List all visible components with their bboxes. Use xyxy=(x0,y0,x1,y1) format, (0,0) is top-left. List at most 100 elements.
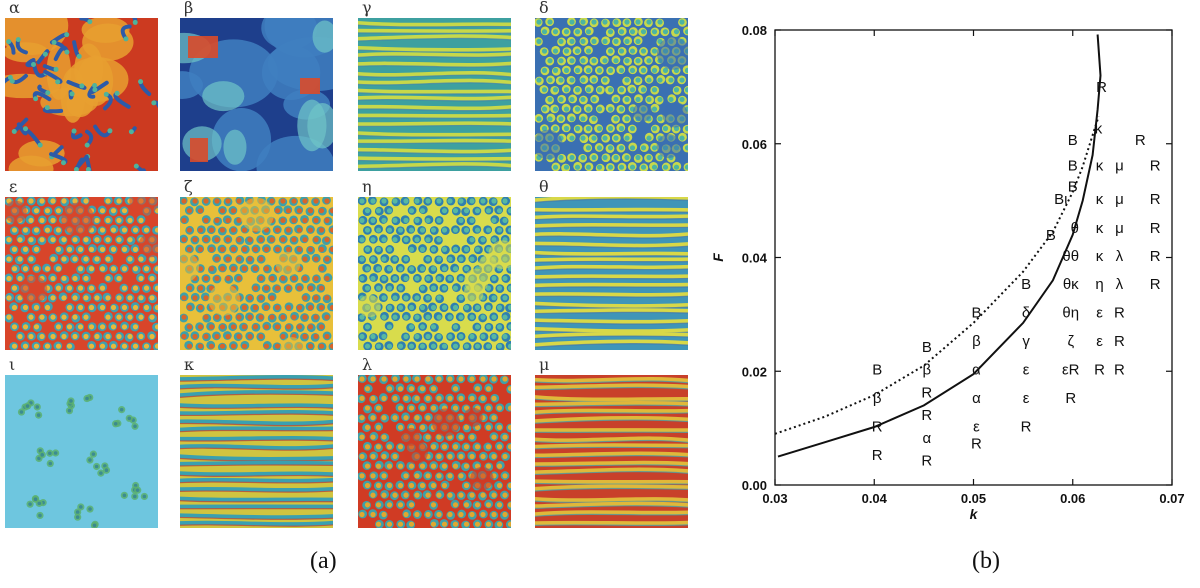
y-tick-label: 0.02 xyxy=(742,364,767,379)
pattern-label: θ xyxy=(539,177,549,196)
phase-marker: κ xyxy=(1096,248,1104,265)
panel-a-caption: (a) xyxy=(310,548,337,574)
phase-marker: R xyxy=(1150,191,1161,208)
phase-marker: B xyxy=(922,339,932,356)
pattern-image xyxy=(358,197,511,350)
phase-marker: R xyxy=(1114,305,1125,322)
phase-marker: R xyxy=(1114,333,1125,350)
phase-marker: B xyxy=(1068,132,1078,149)
y-tick-label: 0.00 xyxy=(742,478,767,493)
pattern-tile xyxy=(180,197,333,350)
pattern-tile xyxy=(5,375,158,528)
phase-marker: R xyxy=(1150,248,1161,265)
pattern-image xyxy=(535,197,688,350)
phase-marker: B xyxy=(872,362,882,379)
phase-marker: R xyxy=(921,453,932,470)
phase-marker: μ xyxy=(1115,191,1124,208)
phase-marker: κ xyxy=(1096,191,1104,208)
phase-marker: ε xyxy=(973,418,980,435)
pattern-image xyxy=(358,375,511,528)
phase-marker: R xyxy=(1096,79,1107,96)
phase-marker: θθ xyxy=(1062,248,1079,265)
phase-marker: ε xyxy=(1023,362,1030,379)
phase-marker: μ xyxy=(1115,220,1124,237)
phase-diagram-panel: 0.03 0.04 0.05 0.06 0.07 0.00 0.02 0.04 0.06 0.08… xyxy=(700,0,1200,540)
plot-frame xyxy=(774,29,1173,486)
pattern-label: γ xyxy=(362,0,372,17)
pattern-tile xyxy=(180,375,333,528)
y-axis-label: F xyxy=(710,253,726,262)
phase-marker: R xyxy=(1094,362,1105,379)
phase-marker: R xyxy=(1065,390,1076,407)
pattern-label: β xyxy=(184,0,194,17)
phase-marker: R xyxy=(1135,132,1146,149)
phase-marker: β xyxy=(873,390,882,407)
phase-marker: α xyxy=(972,390,981,407)
pattern-tile xyxy=(535,18,688,171)
phase-marker: θκ xyxy=(1063,276,1079,293)
pattern-image xyxy=(5,18,158,171)
phase-marker: R xyxy=(1150,276,1161,293)
phase-marker: α xyxy=(972,362,981,379)
phase-marker: R xyxy=(921,407,932,424)
phase-marker: B xyxy=(1068,178,1078,195)
pattern-label: α xyxy=(9,0,20,17)
pattern-image xyxy=(5,197,158,350)
pattern-tile xyxy=(180,18,333,171)
phase-marker: R xyxy=(872,447,883,464)
phase-diagram-svg: 0.03 0.04 0.05 0.06 0.07 0.00 0.02 0.04 0.06 0.08… xyxy=(710,23,1185,522)
phase-marker: κ xyxy=(1095,120,1103,137)
phase-marker: θη xyxy=(1062,305,1079,322)
x-tick-label: 0.03 xyxy=(762,491,787,506)
phase-marker: B xyxy=(971,305,981,322)
pattern-tile xyxy=(5,197,158,350)
phase-marker: ε xyxy=(1096,305,1103,322)
phase-marker: R xyxy=(971,435,982,452)
pattern-image xyxy=(535,18,688,171)
phase-marker: εR xyxy=(1062,362,1080,379)
pattern-label: η xyxy=(362,177,372,196)
phase-marker: R xyxy=(1114,362,1125,379)
phase-marker: B xyxy=(1021,276,1031,293)
phase-marker: ε xyxy=(1023,390,1030,407)
y-tick-label: 0.06 xyxy=(742,137,767,152)
phase-marker: Bι xyxy=(1054,191,1067,208)
pattern-tile xyxy=(358,18,511,171)
phase-marker: α xyxy=(923,430,932,447)
x-axis-label: k xyxy=(970,506,979,522)
pattern-tile xyxy=(358,375,511,528)
pattern-label: ζ xyxy=(184,177,193,196)
y-tick-label: 0.04 xyxy=(742,251,768,266)
phase-marker: λ xyxy=(1116,248,1124,265)
phase-marker: β xyxy=(923,362,932,379)
phase-marker: μ xyxy=(1115,157,1124,174)
pattern-image xyxy=(180,18,333,171)
pattern-grid-panel: α β γ δ ε ζ η θ ι κ λ μ xyxy=(5,0,688,528)
phase-marker: R xyxy=(921,384,932,401)
pattern-label: κ xyxy=(184,355,194,374)
phase-marker: B xyxy=(1046,227,1056,244)
phase-marker: R xyxy=(1150,220,1161,237)
phase-marker: γ xyxy=(1022,333,1030,350)
x-tick-label: 0.05 xyxy=(961,491,986,506)
pattern-tile xyxy=(535,375,688,528)
phase-marker: R xyxy=(1150,157,1161,174)
pattern-tile xyxy=(5,18,158,171)
pattern-label: δ xyxy=(539,0,549,17)
phase-marker: β xyxy=(972,333,981,350)
dotted-boundary-curve xyxy=(774,116,1100,435)
x-tick-label: 0.07 xyxy=(1159,491,1184,506)
phase-marker: λ xyxy=(1116,276,1124,293)
pattern-label: μ xyxy=(539,355,550,374)
pattern-tile xyxy=(535,197,688,350)
phase-marker: κ xyxy=(1096,157,1104,174)
phase-marker: ε xyxy=(1096,333,1103,350)
x-tick-label: 0.04 xyxy=(862,491,888,506)
phase-marker: R xyxy=(872,418,883,435)
phase-marker: η xyxy=(1095,276,1103,293)
pattern-image xyxy=(535,375,688,528)
pattern-image xyxy=(358,18,511,171)
solid-boundary-curve xyxy=(777,34,1102,458)
x-tick-label: 0.06 xyxy=(1060,491,1085,506)
phase-marker: B xyxy=(1068,157,1078,174)
